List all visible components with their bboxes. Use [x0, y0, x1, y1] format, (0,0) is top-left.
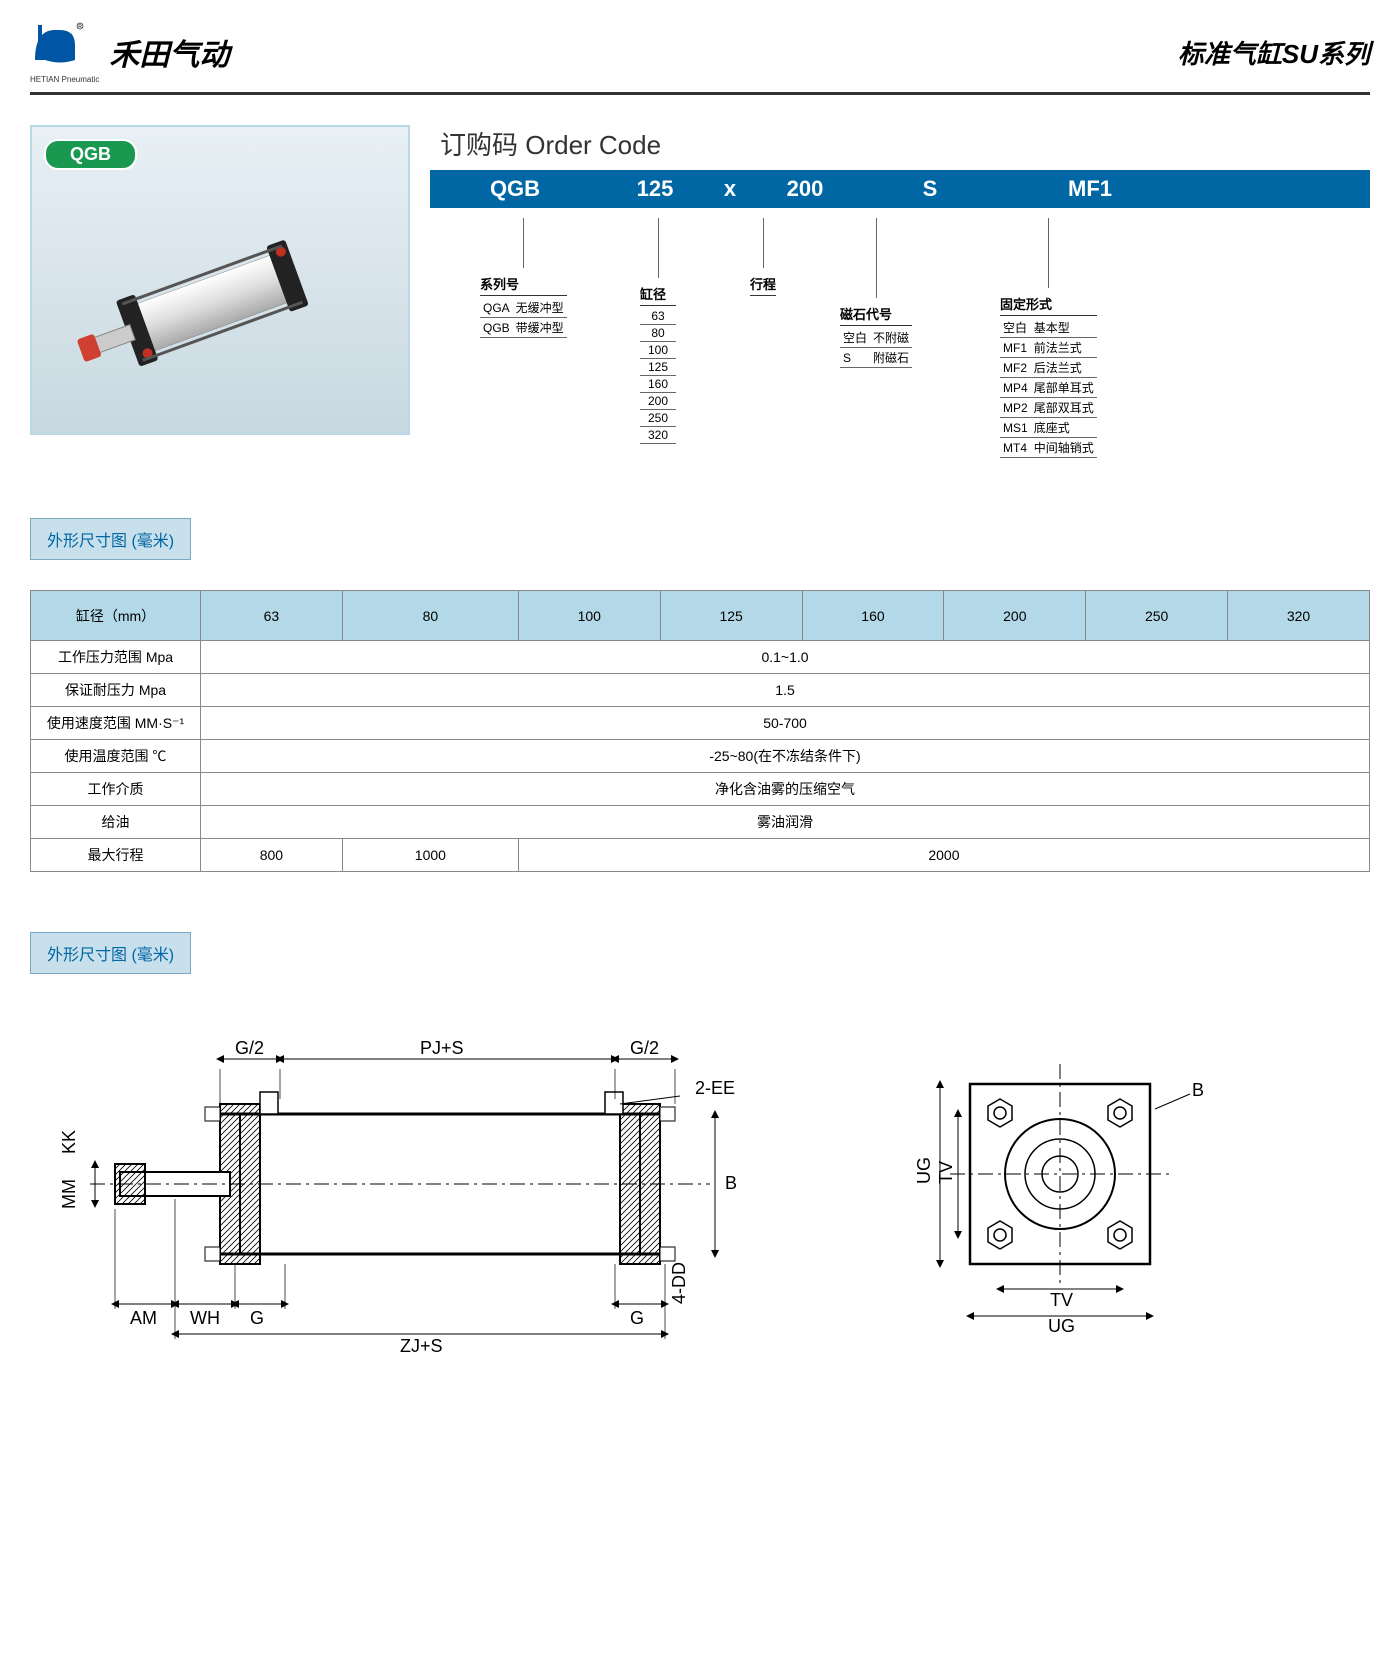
svg-text:2-EE: 2-EE	[695, 1078, 735, 1098]
svg-text:G: G	[250, 1308, 264, 1328]
brand-subtitle: HETIAN Pneumatic	[30, 75, 99, 84]
drawing-main-icon: G/2 PJ+S G/2 2-EE KK MM AM WH G ZJ+S G 4…	[60, 1014, 840, 1354]
table-row: 使用速度范围 MM·S⁻¹50-700	[31, 707, 1370, 740]
page-header: R HETIAN Pneumatic 禾田气动 标准气缸SU系列	[30, 20, 1370, 95]
svg-text:G/2: G/2	[235, 1038, 264, 1058]
brand-logo-icon: R	[30, 20, 90, 70]
svg-text:G/2: G/2	[630, 1038, 659, 1058]
section-label-2: 外形尺寸图 (毫米)	[30, 932, 191, 974]
table-row: 工作压力范围 Mpa0.1~1.0	[31, 641, 1370, 674]
svg-text:TV: TV	[936, 1161, 956, 1184]
spec-table: 缸径（mm）6380100125160200250320 工作压力范围 Mpa0…	[30, 590, 1370, 872]
svg-text:KK: KK	[60, 1130, 79, 1154]
spec-header: 100	[518, 591, 660, 641]
code-seg-magnet: S	[860, 176, 1000, 202]
breakdown-mount: 固定形式 空白基本型MF1前法兰式MF2后法兰式MP4尾部单耳式MP2尾部双耳式…	[1000, 218, 1097, 458]
spec-header: 160	[802, 591, 944, 641]
svg-text:AM: AM	[130, 1308, 157, 1328]
code-seg-stroke: 200	[750, 176, 860, 202]
svg-text:TV: TV	[1050, 1290, 1073, 1310]
svg-text:PJ+S: PJ+S	[420, 1038, 464, 1058]
spec-header: 80	[342, 591, 518, 641]
spec-header: 200	[944, 591, 1086, 641]
svg-text:B: B	[1192, 1080, 1204, 1100]
table-row: 保证耐压力 Mpa1.5	[31, 674, 1370, 707]
svg-text:B: B	[725, 1173, 737, 1193]
table-row: 工作介质净化含油雾的压缩空气	[31, 773, 1370, 806]
svg-text:R: R	[78, 24, 82, 30]
drawing-side-icon: UG TV TV UG B	[900, 1034, 1220, 1334]
product-badge: QGB	[44, 139, 137, 170]
svg-text:4-DD: 4-DD	[669, 1262, 689, 1304]
breakdown-series: 系列号 QGA无缓冲型QGB带缓冲型	[480, 218, 567, 338]
spec-header: 125	[660, 591, 802, 641]
spec-header: 320	[1228, 591, 1370, 641]
code-seg-series: QGB	[430, 176, 600, 202]
spec-header: 250	[1086, 591, 1228, 641]
spec-header: 63	[201, 591, 343, 641]
svg-text:ZJ+S: ZJ+S	[400, 1336, 443, 1354]
order-code-bar: QGB 125 x 200 S MF1	[430, 170, 1370, 208]
order-code-section: 订购码 Order Code QGB 125 x 200 S MF1 系列号 Q…	[430, 125, 1370, 458]
svg-text:UG: UG	[914, 1157, 934, 1184]
breakdown-bore: 缸径 6380100125160200250320	[640, 218, 676, 444]
table-row: 使用温度范围 ℃-25~80(在不冻结条件下)	[31, 740, 1370, 773]
svg-text:UG: UG	[1048, 1316, 1075, 1334]
order-code-title: 订购码 Order Code	[430, 125, 1370, 162]
cylinder-illustration-icon	[70, 220, 370, 370]
code-seg-mount: MF1	[1000, 176, 1180, 202]
company-name: 禾田气动	[109, 30, 229, 74]
svg-text:G: G	[630, 1308, 644, 1328]
drawings-block: G/2 PJ+S G/2 2-EE KK MM AM WH G ZJ+S G 4…	[30, 1004, 1370, 1364]
product-image-box: QGB	[30, 125, 410, 435]
table-row: 给油雾油润滑	[31, 806, 1370, 839]
svg-text:WH: WH	[190, 1308, 220, 1328]
table-row: 最大行程80010002000	[31, 839, 1370, 872]
breakdown-stroke: 行程	[750, 218, 776, 298]
breakdown-magnet: 磁石代号 空白不附磁S附磁石	[840, 218, 912, 368]
code-seg-bore: 125	[600, 176, 710, 202]
series-title: 标准气缸SU系列	[1178, 34, 1370, 71]
section-label-1: 外形尺寸图 (毫米)	[30, 518, 191, 560]
svg-text:MM: MM	[60, 1179, 79, 1209]
spec-header: 缸径（mm）	[31, 591, 201, 641]
code-seg-x: x	[710, 176, 750, 202]
logo-block: R HETIAN Pneumatic 禾田气动	[30, 20, 229, 84]
